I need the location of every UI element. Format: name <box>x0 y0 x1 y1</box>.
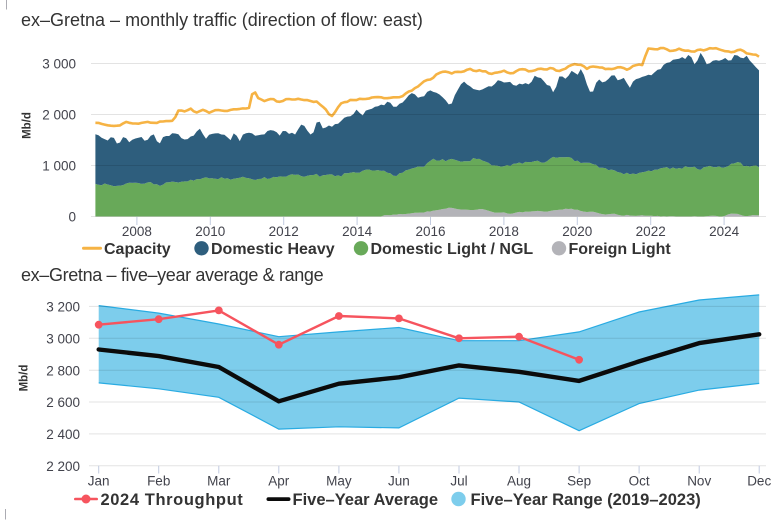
svg-text:Foreign Light: Foreign Light <box>569 241 672 258</box>
svg-text:2 400: 2 400 <box>46 427 80 442</box>
svg-text:2010: 2010 <box>195 224 225 239</box>
svg-text:2024: 2024 <box>709 224 740 239</box>
svg-text:2 800: 2 800 <box>46 363 80 378</box>
svg-text:Mb/d: Mb/d <box>19 365 31 392</box>
svg-text:Aug: Aug <box>507 474 531 489</box>
svg-text:May: May <box>326 474 352 489</box>
svg-text:Jan: Jan <box>88 474 110 489</box>
svg-text:2008: 2008 <box>122 224 152 239</box>
svg-text:Feb: Feb <box>147 474 170 489</box>
svg-text:2 200: 2 200 <box>46 459 80 474</box>
svg-text:3 000: 3 000 <box>42 57 76 72</box>
svg-text:Mar: Mar <box>207 474 231 489</box>
svg-text:2024 Throughput: 2024 Throughput <box>101 491 244 509</box>
svg-text:Nov: Nov <box>687 474 711 489</box>
svg-text:Domestic Light / NGL: Domestic Light / NGL <box>371 241 534 258</box>
svg-text:ex–Gretna – monthly traffic (d: ex–Gretna – monthly traffic (direction o… <box>21 10 423 30</box>
svg-text:2020: 2020 <box>562 224 592 239</box>
svg-text:2016: 2016 <box>415 224 445 239</box>
svg-text:1 000: 1 000 <box>42 159 76 174</box>
svg-text:0: 0 <box>68 210 76 225</box>
svg-text:Five–Year Range (2019–2023): Five–Year Range (2019–2023) <box>471 491 701 509</box>
svg-text:2 000: 2 000 <box>42 108 76 123</box>
svg-text:Apr: Apr <box>268 474 290 489</box>
svg-text:Sep: Sep <box>567 474 591 489</box>
svg-text:2 600: 2 600 <box>46 395 80 410</box>
svg-text:Oct: Oct <box>629 474 650 489</box>
svg-text:2014: 2014 <box>342 224 373 239</box>
svg-text:2018: 2018 <box>489 224 519 239</box>
svg-text:2012: 2012 <box>269 224 299 239</box>
svg-text:Mb/d: Mb/d <box>22 112 34 139</box>
svg-text:ex–Gretna – five–year average: ex–Gretna – five–year average & range <box>21 265 324 285</box>
svg-text:Jul: Jul <box>450 474 467 489</box>
svg-text:Five–Year Average: Five–Year Average <box>293 491 439 509</box>
svg-text:Jun: Jun <box>388 474 410 489</box>
svg-text:Capacity: Capacity <box>104 241 171 258</box>
svg-text:3 000: 3 000 <box>46 332 80 347</box>
svg-text:Domestic Heavy: Domestic Heavy <box>211 241 335 258</box>
svg-text:3 200: 3 200 <box>46 300 80 315</box>
svg-text:2022: 2022 <box>636 224 666 239</box>
svg-text:Dec: Dec <box>747 474 771 489</box>
